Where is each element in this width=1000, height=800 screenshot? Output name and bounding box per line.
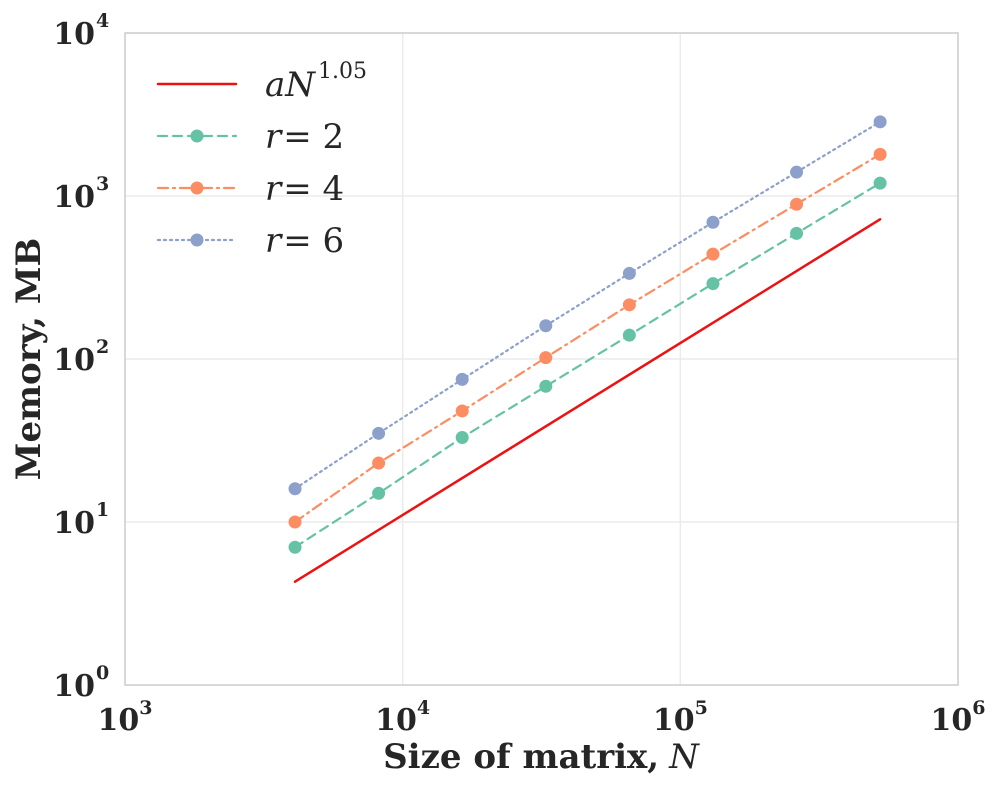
x-tick-base-3: 10 [931, 703, 973, 738]
marker-r6-3 [539, 319, 553, 333]
series-layer [288, 115, 887, 583]
marker-r4-5 [706, 247, 720, 261]
marker-r6-5 [706, 215, 720, 229]
marker-r6-2 [455, 372, 469, 386]
x-tick-base-2: 10 [653, 703, 695, 738]
legend-sup-fit: 1.05 [318, 59, 367, 84]
legend-eq-r6: = 6 [283, 221, 344, 261]
legend-swatch-marker-r4 [190, 181, 204, 195]
marker-r4-3 [539, 351, 553, 365]
series-r2 [288, 176, 887, 554]
y-tick-base-0: 10 [53, 669, 95, 704]
marker-r2-6 [790, 226, 804, 240]
marker-r2-5 [706, 277, 720, 291]
legend-swatch-marker-r2 [190, 129, 204, 143]
marker-r4-6 [790, 197, 804, 211]
legend-var-fit: aN [265, 65, 316, 105]
legend-label-r2: r= 2 [265, 117, 344, 157]
x-tick-label-2: 105 [653, 697, 708, 738]
x-tick-exp-3: 6 [972, 697, 985, 719]
marker-r2-2 [455, 430, 469, 444]
x-tick-label-0: 103 [98, 697, 153, 738]
x-tick-exp-2: 5 [695, 697, 708, 719]
x-tick-base-0: 10 [98, 703, 140, 738]
marker-r2-4 [622, 328, 636, 342]
marker-r4-4 [622, 298, 636, 312]
series-r4 [288, 147, 887, 529]
series-line-r2 [293, 182, 882, 549]
marker-r2-3 [539, 379, 553, 393]
y-tick-base-3: 10 [53, 180, 95, 215]
marker-r6-4 [622, 266, 636, 280]
marker-r4-0 [288, 515, 302, 529]
y-tick-label-0: 100 [53, 662, 109, 704]
series-r6 [288, 115, 887, 496]
y-axis-title: Memory, MB [9, 238, 49, 480]
marker-r6-7 [873, 115, 887, 129]
x-axis-title-variable: N [668, 737, 700, 777]
x-tick-base-1: 10 [375, 703, 417, 738]
legend: aN 1.05r= 2r= 4r= 6 [156, 59, 367, 261]
y-tick-exp-1: 1 [96, 499, 109, 521]
marker-r2-1 [372, 486, 386, 500]
x-tick-label-3: 106 [931, 697, 986, 738]
y-tick-base-2: 10 [53, 343, 95, 378]
legend-label-r6: r= 6 [265, 221, 344, 261]
series-line-fit [293, 218, 882, 583]
legend-eq-r4: = 4 [283, 169, 344, 209]
legend-entry-r2: r= 2 [156, 117, 344, 157]
x-tick-label-1: 104 [375, 697, 430, 738]
y-tick-base-4: 10 [53, 17, 95, 52]
series-line-r4 [293, 153, 882, 524]
marker-r4-2 [455, 404, 469, 418]
y-tick-label-4: 104 [53, 10, 109, 52]
legend-entry-fit: aN 1.05 [156, 59, 367, 105]
series-fit [293, 218, 882, 583]
plot-frame [124, 32, 959, 686]
y-tick-label-2: 102 [53, 336, 109, 378]
y-tick-exp-2: 2 [96, 336, 109, 358]
y-tick-exp-4: 4 [96, 10, 109, 32]
y-tick-exp-3: 3 [96, 173, 109, 195]
marker-r4-7 [873, 147, 887, 161]
marker-r4-1 [372, 456, 386, 470]
y-tick-base-1: 10 [53, 506, 95, 541]
legend-entry-r4: r= 4 [156, 169, 344, 209]
x-tick-exp-1: 4 [417, 697, 430, 719]
legend-label-r4: r= 4 [265, 169, 344, 209]
x-axis-title-text: Size of matrix, [383, 737, 659, 777]
legend-label-fit: aN 1.05 [265, 59, 367, 105]
legend-var-r6: r [265, 221, 283, 261]
legend-entry-r6: r= 6 [156, 221, 344, 261]
x-axis-title: Size of matrix, N [383, 737, 700, 777]
x-tick-exp-0: 3 [139, 697, 152, 719]
marker-r2-7 [873, 176, 887, 190]
series-line-r6 [293, 120, 882, 490]
marker-r6-0 [288, 482, 302, 496]
y-tick-exp-0: 0 [96, 662, 109, 684]
legend-swatch-marker-r6 [190, 233, 204, 247]
marker-r2-0 [288, 540, 302, 554]
legend-var-r2: r [265, 117, 283, 157]
y-tick-label-3: 103 [53, 173, 109, 215]
marker-r6-1 [372, 426, 386, 440]
legend-eq-r2: = 2 [283, 117, 344, 157]
marker-r6-6 [790, 165, 804, 179]
legend-var-r4: r [265, 169, 283, 209]
y-tick-label-1: 101 [53, 499, 109, 541]
